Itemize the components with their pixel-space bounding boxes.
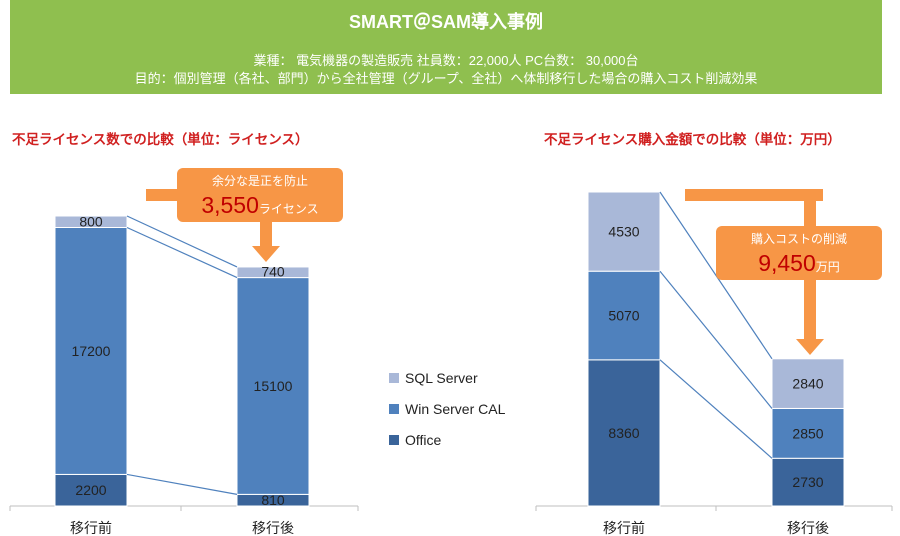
license-chart-connector-line <box>126 226 238 279</box>
cost-chart-category-label: 移行後 <box>787 520 829 536</box>
cost-chart-bar-win-server-cal <box>771 407 845 459</box>
banner-purpose-line: 目的：個別管理（各社、部門）から全社管理（グループ、全社）へ体制移行した場合の購… <box>134 71 758 86</box>
cost-chart-data-label: 8360 <box>608 425 639 441</box>
license-chart-data-label: 740 <box>261 264 285 280</box>
right-chart-title: 不足ライセンス購入金額での比較（単位：万円） <box>544 132 841 147</box>
cost-chart-callout-box <box>716 226 882 280</box>
license-chart-connector-line <box>126 473 238 495</box>
cost-chart-bar-office <box>587 359 661 507</box>
cost-chart-connector-line <box>659 191 773 360</box>
license-chart-bar-win-server-cal <box>236 277 310 495</box>
cost-chart-bar-sql-server <box>587 191 661 272</box>
cost-chart-bar-win-server-cal <box>587 270 661 361</box>
legend-swatch <box>389 404 399 414</box>
cost-chart-bar-sql-server <box>771 358 845 409</box>
header-banner: SMART＠SAM導入事例 業種： 電気機器の製造販売 社員数：22,000人 … <box>10 0 882 94</box>
license-chart-callout-value: 3,550ライセンス <box>201 192 318 218</box>
legend-entry: SQL Server <box>405 370 478 386</box>
license-chart-data-label: 800 <box>79 213 103 229</box>
license-chart-data-label: 810 <box>261 492 285 508</box>
left-chart-title: 不足ライセンス数での比較（単位：ライセンス） <box>12 132 309 147</box>
legend-entry: Office <box>405 432 442 448</box>
cost-chart-data-label: 2730 <box>792 474 823 490</box>
license-chart-category-label: 移行後 <box>252 520 294 536</box>
cost-chart-data-label: 4530 <box>608 224 639 240</box>
license-chart-arrow-head <box>252 246 280 262</box>
license-chart-bar-sql-server <box>54 215 128 228</box>
cost-chart-connector-line <box>659 359 773 459</box>
banner-title: SMART＠SAM導入事例 <box>349 12 543 32</box>
license-chart-callout-label: 余分な是正を防止 <box>212 173 308 188</box>
cost-chart-callout-value: 9,450万円 <box>758 250 840 276</box>
license-chart-category-label: 移行前 <box>70 520 112 536</box>
license-chart-data-label: 15100 <box>254 378 293 394</box>
legend-entry: Win Server CAL <box>405 401 506 417</box>
license-chart-bar-office <box>54 473 128 507</box>
license-chart-connector-line <box>126 215 238 268</box>
license-chart-callout-box <box>177 168 343 222</box>
legend-swatch <box>389 373 399 383</box>
license-chart-data-label: 17200 <box>72 343 111 359</box>
license-chart-data-label: 2200 <box>75 482 106 498</box>
license-chart-bar-sql-server <box>236 266 310 279</box>
cost-chart-data-label: 2850 <box>792 425 823 441</box>
cost-chart-data-label: 2840 <box>792 376 823 392</box>
legend-swatch <box>389 435 399 445</box>
cost-chart-callout-label: 購入コストの削減 <box>751 231 847 246</box>
cost-chart-arrow-head <box>796 339 824 355</box>
license-chart-bar-win-server-cal <box>54 226 128 475</box>
banner-industry-line: 業種： 電気機器の製造販売 社員数：22,000人 PC台数： 30,000台 <box>253 53 639 68</box>
cost-chart-category-label: 移行前 <box>603 520 645 536</box>
cost-chart-connector-line <box>659 270 773 409</box>
cost-chart-data-label: 5070 <box>608 308 639 324</box>
